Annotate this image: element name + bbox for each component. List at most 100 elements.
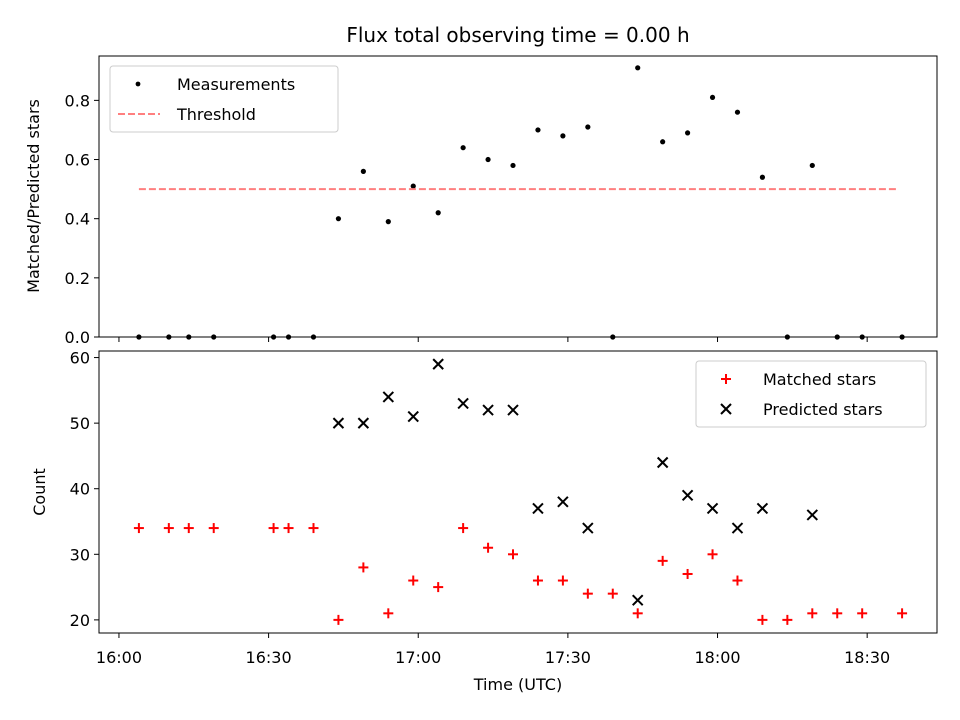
measurement-point [535, 127, 541, 133]
predicted-point [806, 509, 819, 521]
matched-point [268, 523, 279, 534]
matched-point [163, 523, 174, 534]
matched-point [897, 608, 908, 619]
matched-point [433, 582, 444, 593]
measurement-point [435, 210, 441, 216]
top-legend: Measurements Threshold [109, 65, 339, 133]
measurement-point [485, 156, 491, 163]
legend-matched-marker [721, 374, 731, 384]
matched-point [408, 575, 419, 586]
predicted-point [681, 489, 694, 501]
top-plot-marks [136, 65, 905, 340]
matched-point [732, 575, 743, 586]
measurement-point [510, 162, 516, 169]
x-tick-label: 17:30 [545, 648, 591, 667]
predicted-point [482, 404, 494, 416]
matched-point [508, 549, 519, 560]
matched-point [657, 555, 668, 566]
matched-point [383, 608, 394, 619]
y-tick-label: 0.4 [65, 210, 90, 229]
ratio-panel: Flux total observing time = 0.00 h Match… [24, 23, 938, 347]
bottom-y-ticks: 20 30 40 50 60 [70, 349, 99, 630]
matched-point [532, 575, 543, 586]
matched-point [757, 614, 768, 625]
predicted-point [357, 417, 370, 429]
matched-point [483, 542, 494, 553]
y-tick-label: 0.2 [65, 269, 90, 288]
x-tick-label: 17:00 [395, 648, 441, 667]
y-tick-label: 50 [70, 414, 90, 433]
matched-point [607, 588, 618, 599]
predicted-point [756, 502, 769, 515]
predicted-point [432, 358, 444, 370]
predicted-point [532, 502, 544, 515]
measurement-point [709, 94, 716, 101]
bottom-y-axis-label: Count [30, 468, 49, 516]
y-tick-label: 20 [70, 611, 90, 630]
matched-point [208, 523, 219, 534]
series-predicted-stars [332, 358, 819, 606]
matched-point [582, 588, 593, 599]
predicted-point [582, 522, 594, 534]
legend-measurements-marker [135, 81, 141, 87]
bottom-plot-marks [133, 358, 908, 625]
bottom-axes-frame [98, 350, 938, 634]
legend-predicted-label: Predicted stars [763, 400, 883, 419]
top-y-ticks: 0.0 0.2 0.4 0.6 0.8 [65, 91, 99, 347]
x-tick-label: 16:00 [96, 648, 142, 667]
measurement-point [335, 216, 342, 222]
count-panel: Count Time (UTC) 20 30 40 50 60 16:00 16:30 17… [30, 349, 938, 694]
bottom-x-ticks: 16:00 16:30 17:00 17:30 18:00 18:30 [96, 633, 890, 667]
top-legend-box [109, 65, 339, 133]
measurement-point [360, 168, 366, 174]
x-axis-label: Time (UTC) [473, 675, 562, 694]
matched-point [832, 608, 843, 619]
y-tick-label: 60 [70, 349, 90, 368]
x-tick-label: 16:30 [246, 648, 292, 667]
legend-measurements-label: Measurements [177, 75, 295, 94]
measurement-point [660, 139, 666, 145]
matched-point [857, 608, 868, 619]
measurement-point [635, 65, 641, 71]
series-matched-stars [133, 523, 908, 625]
y-tick-label: 0.8 [65, 91, 90, 110]
y-tick-label: 40 [70, 480, 90, 499]
y-tick-label: 0.0 [65, 328, 90, 347]
matched-point [707, 549, 718, 560]
matched-point [133, 523, 144, 534]
y-tick-label: 30 [70, 545, 90, 564]
measurement-point [560, 133, 566, 139]
x-tick-label: 18:30 [844, 648, 890, 667]
measurement-point [759, 174, 766, 180]
bottom-legend-box [695, 360, 927, 428]
matched-point [333, 614, 344, 625]
measurement-point [410, 183, 416, 189]
legend-threshold-label: Threshold [176, 105, 256, 124]
matched-point [458, 523, 469, 534]
top-x-ticks [118, 337, 868, 342]
chart-title: Flux total observing time = 0.00 h [346, 23, 689, 47]
measurement-point [460, 145, 466, 151]
bottom-legend: Matched stars Predicted stars [695, 360, 927, 428]
measurement-point [734, 109, 741, 115]
matched-point [283, 523, 294, 534]
top-y-axis-label: Matched/Predicted stars [24, 99, 43, 293]
predicted-point [457, 397, 469, 410]
matched-point [308, 523, 319, 534]
predicted-point [507, 404, 519, 416]
x-tick-label: 18:00 [694, 648, 740, 667]
matched-point [358, 562, 369, 573]
matched-point [183, 523, 194, 534]
predicted-point [632, 594, 644, 606]
measurement-point [684, 130, 691, 136]
matched-point [632, 608, 643, 619]
matched-point [557, 575, 568, 586]
predicted-point [656, 456, 669, 469]
matched-point [807, 608, 818, 619]
predicted-point [557, 496, 569, 508]
measurement-point [809, 162, 815, 169]
matched-point [682, 568, 693, 579]
predicted-point [407, 410, 419, 423]
predicted-point [332, 417, 345, 429]
